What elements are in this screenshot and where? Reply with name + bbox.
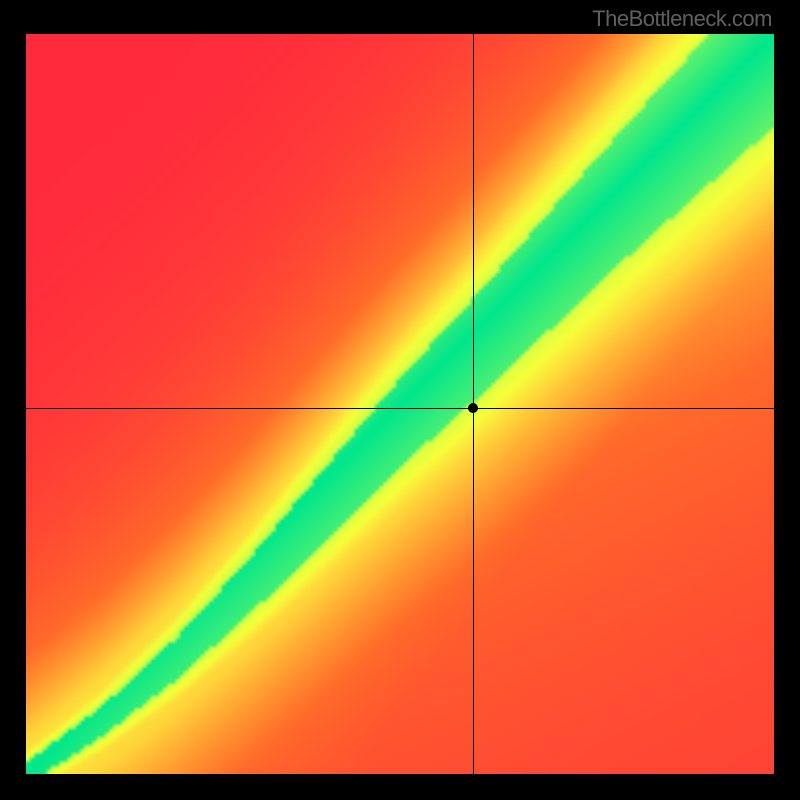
crosshair-marker (468, 403, 478, 413)
crosshair-horizontal (26, 408, 774, 409)
bottleneck-heatmap (26, 34, 774, 774)
attribution-text: TheBottleneck.com (592, 6, 772, 32)
heatmap-canvas (26, 34, 774, 774)
